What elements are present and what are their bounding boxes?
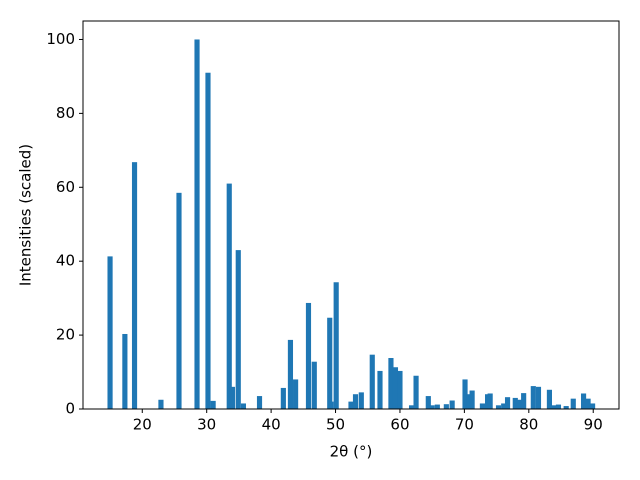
y-tick-label: 0 [65,400,75,418]
x-tick-label: 60 [390,416,409,434]
x-tick-label: 90 [584,416,603,434]
y-tick-label: 80 [56,104,75,122]
bar [585,398,591,409]
y-axis-label: Intensities (scaled) [17,144,35,286]
bar [469,390,475,409]
plot-frame [82,20,620,410]
bar [516,399,522,409]
bar [158,399,164,409]
bar [293,379,299,409]
bar [495,405,502,409]
bar [194,39,200,409]
bar [462,379,468,409]
y-tick-label: 60 [56,178,75,196]
bar [327,317,333,409]
bar [388,358,394,409]
bar [425,396,431,409]
bar [392,367,399,409]
bar [210,400,216,409]
bar [563,406,569,409]
bar [348,401,354,409]
bar [377,370,383,409]
bar [479,403,485,409]
x-axis-label: 2θ (°) [330,443,373,461]
bar [501,403,507,409]
bar [328,401,334,409]
y-tick-label: 20 [56,326,75,344]
bar [131,162,138,409]
bar [449,400,455,409]
bar [512,397,518,409]
bar [305,302,312,409]
bar [122,333,128,409]
bar [485,394,491,409]
x-tick-label: 50 [326,416,345,434]
bar [429,405,435,409]
bar [408,405,415,409]
bar [504,397,511,409]
bar [443,404,449,409]
bar [580,393,587,409]
bar [333,282,339,409]
bar [369,354,375,409]
bar [535,386,542,409]
bar [413,375,419,409]
bar [352,394,359,409]
bar [287,339,294,409]
x-tick-label: 80 [519,416,538,434]
bar [240,403,246,409]
bar [555,404,562,409]
y-tick-label: 100 [46,30,75,48]
bar [107,256,113,409]
bar [256,396,263,409]
bar [546,389,552,409]
bar [235,250,241,409]
bar [397,370,403,409]
y-tick-label: 40 [56,252,75,270]
x-tick-label: 30 [197,416,216,434]
bar [358,392,364,409]
bar [570,398,576,409]
x-tick-label: 70 [455,416,474,434]
bar [590,403,596,409]
bar [311,361,317,409]
bar [226,183,232,409]
bar [280,387,286,409]
bar [521,393,527,409]
bar [229,386,236,409]
bar [552,405,558,409]
bar [487,393,493,409]
bar [530,386,536,409]
bar [434,404,440,409]
x-tick-label: 20 [133,416,152,434]
bar [205,72,211,409]
bar [176,192,182,409]
x-tick-label: 40 [262,416,281,434]
